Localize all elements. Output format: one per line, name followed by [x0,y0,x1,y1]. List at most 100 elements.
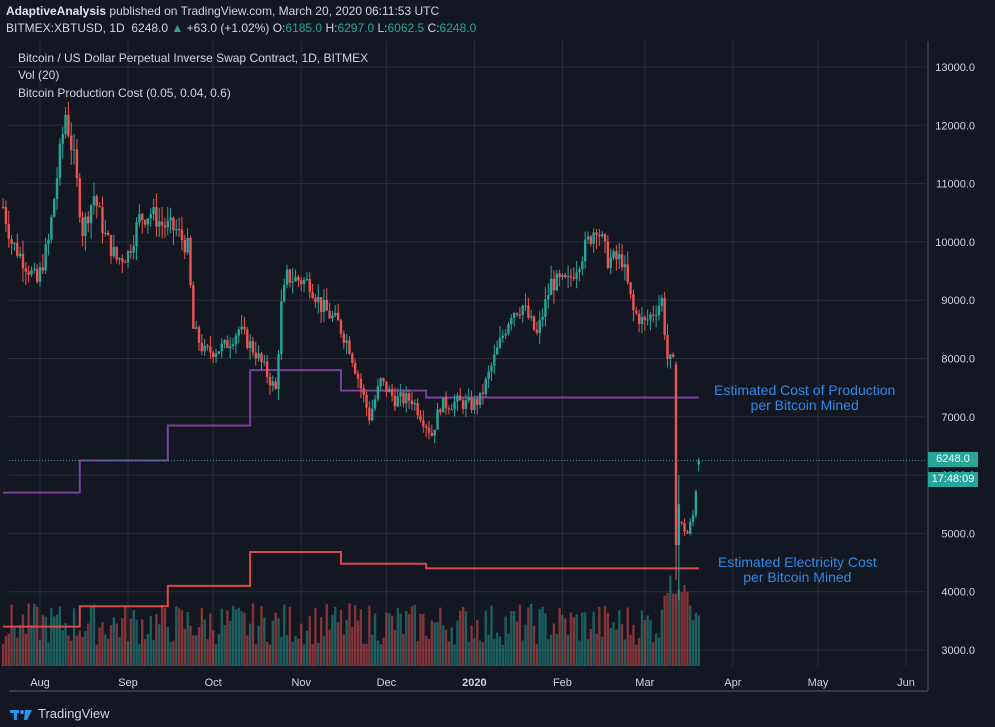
production-annotation-line2: per Bitcoin Mined [750,397,859,413]
candle-body [643,316,646,321]
candle-body [101,207,104,234]
candle-body [87,216,90,224]
volume-bar [342,634,346,666]
volume-bar [674,593,678,666]
volume-bar [620,623,624,666]
volume-bar [495,632,499,666]
volume-bar [237,607,240,666]
volume-bar [683,584,686,666]
candle-body [586,236,590,240]
author-name[interactable]: AdaptiveAnalysis [6,4,107,18]
volume-bar [64,623,67,666]
volume-bar [263,617,266,666]
volume-bar [200,608,204,666]
candle-body [106,232,110,236]
candle-body [419,415,422,421]
tradingview-logo-icon[interactable] [10,707,32,721]
candle-body [427,427,431,433]
volume-bar [268,644,272,666]
volume-bar [234,609,238,666]
candle-body [555,273,558,291]
candle-body [606,241,610,268]
y-tick-label: 4000.0 [941,587,975,599]
candle-body [530,316,533,318]
last-price: 6248.0 [131,21,169,35]
y-tick-label: 3000.0 [941,645,975,657]
candle-body [657,305,661,316]
candle-body [686,531,689,534]
candle-body [697,460,700,465]
volume-bar [192,635,195,666]
volume-bar [172,640,175,666]
volume-bar [70,640,73,666]
volume-bar [112,617,116,666]
volume-bar [555,633,558,666]
volume-bar [220,608,223,666]
candle-body [671,354,675,357]
candle-body [666,335,669,359]
electricity-annotation-line2: per Bitcoin Mined [743,569,852,585]
volume-bar [163,608,167,666]
volume-bar [132,610,135,666]
volume-bar [311,644,314,666]
volume-bar [141,619,144,666]
volume-bar [512,610,516,666]
candle-body [135,222,138,247]
production-annotation-line1: Estimated Cost of Production [714,382,896,398]
candle-body [663,297,666,336]
volume-bar [433,622,436,666]
volume-bar [632,624,635,666]
candle-body [1,206,5,208]
x-tick-label: 2020 [462,677,486,689]
legend-volume[interactable]: Vol (20) [18,68,60,82]
volume-bar [547,638,550,666]
volume-bar [441,625,445,666]
candle-body [612,251,615,258]
x-tick-label: Nov [291,677,311,689]
candle-body [141,213,144,221]
chart-legend-title[interactable]: Bitcoin / US Dollar Perpetual Inverse Sw… [18,51,369,65]
volume-bar [319,616,323,666]
volume-bar [379,644,382,666]
candle-body [362,388,365,395]
volume-bar [461,606,465,666]
y-tick-label: 9000.0 [941,295,975,307]
candle-body [453,401,456,410]
volume-bar [598,606,601,666]
volume-bar [231,605,235,666]
volume-bar [564,618,567,666]
volume-bar [677,589,681,666]
candle-body [654,315,658,317]
open-label: O: [272,21,286,35]
legend-indicator[interactable]: Bitcoin Production Cost (0.05, 0.04, 0.6… [18,86,231,100]
volume-bar [72,608,76,666]
volume-bar [89,606,93,666]
volume-bar [456,620,459,666]
electricity-annotation-line1: Estimated Electricity Cost [718,554,877,570]
volume-bar [7,633,10,666]
candle-body [490,365,493,372]
candle-body [260,353,263,363]
tradingview-brand[interactable]: TradingView [38,706,110,721]
volume-bar [424,635,428,666]
x-tick-label: Dec [377,677,397,689]
candle-body [359,378,363,389]
publish-info: AdaptiveAnalysis published on TradingVie… [6,4,439,18]
y-tick-label: 12000.0 [935,120,975,132]
candle-body [132,246,135,253]
volume-bar [561,615,564,666]
volume-bar [521,640,524,666]
price-change: +63.0 (+1.02%) [186,21,270,35]
candle-body [402,392,405,404]
volume-bar [129,618,133,666]
candle-body [285,269,289,285]
volume-bar [385,612,388,666]
volume-bar [643,619,646,666]
volume-bar [203,619,206,666]
volume-bar [212,630,215,666]
candle-body [243,326,246,330]
candle-body [447,408,451,410]
volume-bar [67,635,70,666]
volume-bar [84,631,87,666]
